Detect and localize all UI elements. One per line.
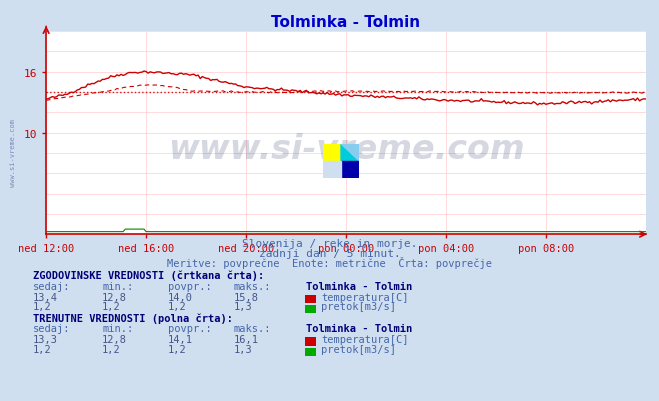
Text: povpr.:: povpr.: [168, 324, 212, 334]
Text: 1,2: 1,2 [168, 302, 186, 312]
Text: 15,8: 15,8 [234, 292, 259, 302]
Text: maks.:: maks.: [234, 282, 272, 292]
Text: 12,8: 12,8 [102, 334, 127, 344]
Text: pretok[m3/s]: pretok[m3/s] [321, 344, 396, 354]
Text: ZGODOVINSKE VREDNOSTI (črtkana črta):: ZGODOVINSKE VREDNOSTI (črtkana črta): [33, 270, 264, 281]
Text: Tolminka - Tolmin: Tolminka - Tolmin [306, 282, 413, 292]
Text: zadnji dan / 5 minut.: zadnji dan / 5 minut. [258, 249, 401, 259]
Text: 1,3: 1,3 [234, 302, 252, 312]
Text: Meritve: povprečne  Enote: metrične  Črta: povprečje: Meritve: povprečne Enote: metrične Črta:… [167, 256, 492, 268]
Text: sedaj:: sedaj: [33, 282, 71, 292]
Text: 1,2: 1,2 [102, 344, 121, 354]
Polygon shape [323, 144, 341, 161]
Text: 13,4: 13,4 [33, 292, 58, 302]
Text: min.:: min.: [102, 324, 133, 334]
Text: temperatura[C]: temperatura[C] [321, 292, 409, 302]
Text: 16,1: 16,1 [234, 334, 259, 344]
Text: temperatura[C]: temperatura[C] [321, 334, 409, 344]
Text: 1,2: 1,2 [33, 344, 51, 354]
Text: TRENUTNE VREDNOSTI (polna črta):: TRENUTNE VREDNOSTI (polna črta): [33, 312, 233, 323]
Polygon shape [341, 161, 359, 178]
Text: povpr.:: povpr.: [168, 282, 212, 292]
Text: 1,2: 1,2 [168, 344, 186, 354]
Text: 12,8: 12,8 [102, 292, 127, 302]
Text: 1,3: 1,3 [234, 344, 252, 354]
Text: 13,3: 13,3 [33, 334, 58, 344]
Polygon shape [341, 144, 359, 161]
Text: maks.:: maks.: [234, 324, 272, 334]
Text: sedaj:: sedaj: [33, 324, 71, 334]
Text: www.si-vreme.com: www.si-vreme.com [167, 133, 525, 166]
Polygon shape [323, 161, 341, 178]
Text: 1,2: 1,2 [102, 302, 121, 312]
Text: Slovenija / reke in morje.: Slovenija / reke in morje. [242, 239, 417, 249]
Text: Tolminka - Tolmin: Tolminka - Tolmin [306, 324, 413, 334]
Text: www.si-vreme.com: www.si-vreme.com [10, 118, 16, 186]
Text: 1,2: 1,2 [33, 302, 51, 312]
Text: 14,1: 14,1 [168, 334, 193, 344]
Polygon shape [341, 144, 359, 161]
Text: pretok[m3/s]: pretok[m3/s] [321, 302, 396, 312]
Text: 14,0: 14,0 [168, 292, 193, 302]
Title: Tolminka - Tolmin: Tolminka - Tolmin [272, 14, 420, 30]
Text: min.:: min.: [102, 282, 133, 292]
